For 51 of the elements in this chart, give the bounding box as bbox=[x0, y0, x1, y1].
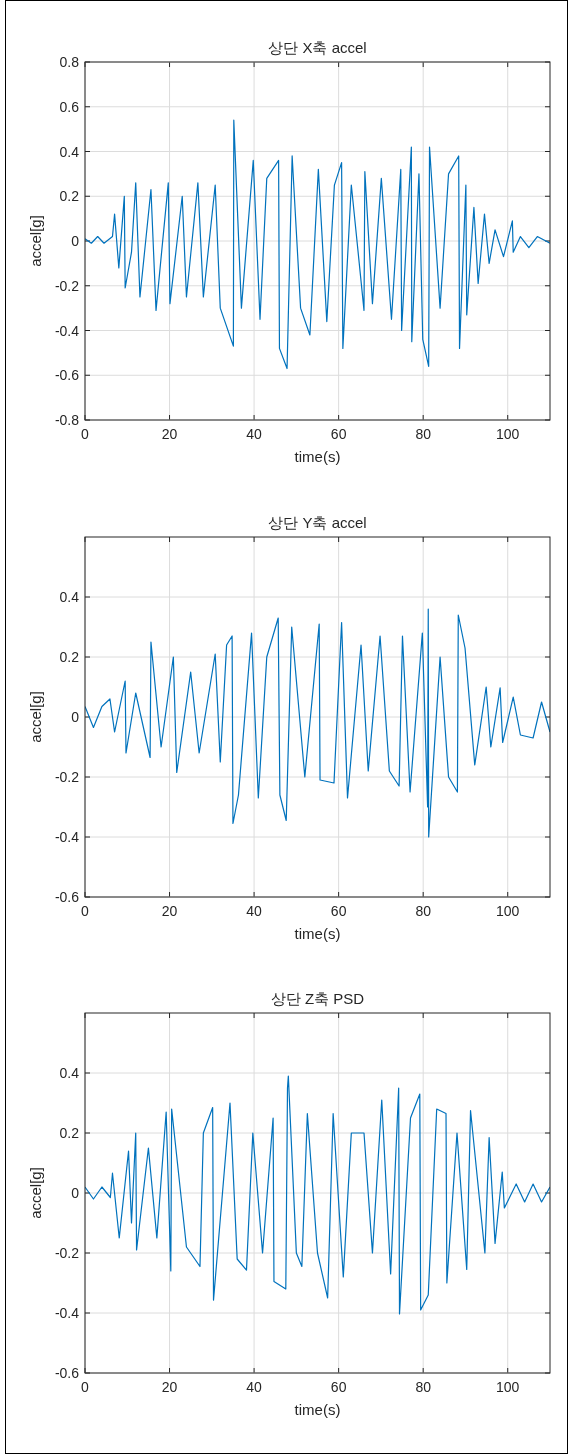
chart-title: 상단 Z축 PSD bbox=[270, 990, 365, 1007]
y-tick-label: -0.2 bbox=[54, 1245, 80, 1261]
y-tick-label: -0.4 bbox=[54, 1305, 80, 1321]
x-tick-label: 40 bbox=[246, 1379, 263, 1395]
line-series bbox=[85, 608, 550, 838]
x-tick-label: 100 bbox=[496, 1379, 520, 1395]
y-tick-label: 0.4 bbox=[59, 589, 80, 605]
y-tick-label: 0.2 bbox=[59, 1125, 80, 1141]
x-axis-title: time(s) bbox=[294, 448, 341, 465]
x-tick-label: 60 bbox=[330, 426, 347, 442]
y-tick-label: -0.4 bbox=[54, 322, 80, 339]
y-tick-label: -0.6 bbox=[54, 367, 80, 384]
y-tick-label: -0.6 bbox=[54, 1365, 80, 1381]
y-tick-label: -0.2 bbox=[54, 277, 80, 294]
line-series bbox=[85, 119, 550, 370]
x-tick-label: 80 bbox=[415, 1379, 432, 1395]
y-tick-label: 0.6 bbox=[59, 98, 80, 115]
y-tick-label: -0.2 bbox=[54, 769, 80, 785]
y-tick-label: 0.2 bbox=[59, 649, 80, 665]
y-tick-label: 0 bbox=[71, 1185, 80, 1201]
y-tick-label: 0 bbox=[71, 233, 80, 249]
y-tick-label: -0.4 bbox=[54, 829, 80, 845]
x-tick-label: 100 bbox=[496, 426, 520, 442]
x-tick-label: 0 bbox=[81, 426, 90, 442]
line-series bbox=[85, 1075, 550, 1315]
x-tick-label: 80 bbox=[415, 903, 432, 919]
x-tick-label: 100 bbox=[496, 903, 520, 919]
chart-title: 상단 X축 accel bbox=[268, 39, 367, 56]
x-tick-label: 20 bbox=[161, 1379, 178, 1395]
x-tick-label: 40 bbox=[246, 903, 263, 919]
x-tick-label: 60 bbox=[330, 1379, 347, 1395]
y-tick-label: -0.6 bbox=[54, 889, 80, 905]
y-tick-label: 0.2 bbox=[59, 188, 80, 205]
y-axis-title: accel[g] bbox=[27, 691, 44, 743]
x-tick-label: 80 bbox=[415, 426, 432, 442]
x-tick-label: 0 bbox=[81, 903, 90, 919]
y-tick-label: -0.8 bbox=[54, 412, 80, 428]
x-tick-label: 40 bbox=[246, 426, 263, 442]
y-axis-title: accel[g] bbox=[27, 1167, 44, 1219]
x-tick-label: 20 bbox=[161, 426, 178, 442]
y-tick-label: 0 bbox=[71, 709, 80, 725]
y-tick-label: 0.8 bbox=[59, 54, 80, 70]
x-axis-title: time(s) bbox=[294, 1401, 341, 1418]
y-tick-label: 0.4 bbox=[59, 1065, 80, 1081]
x-axis-title: time(s) bbox=[294, 925, 341, 942]
chart-title: 상단 Y축 accel bbox=[268, 514, 367, 531]
y-axis-title: accel[g] bbox=[27, 215, 44, 267]
x-tick-label: 0 bbox=[81, 1379, 90, 1395]
x-tick-label: 20 bbox=[161, 903, 178, 919]
x-tick-label: 60 bbox=[330, 903, 347, 919]
y-tick-label: 0.4 bbox=[59, 143, 80, 160]
